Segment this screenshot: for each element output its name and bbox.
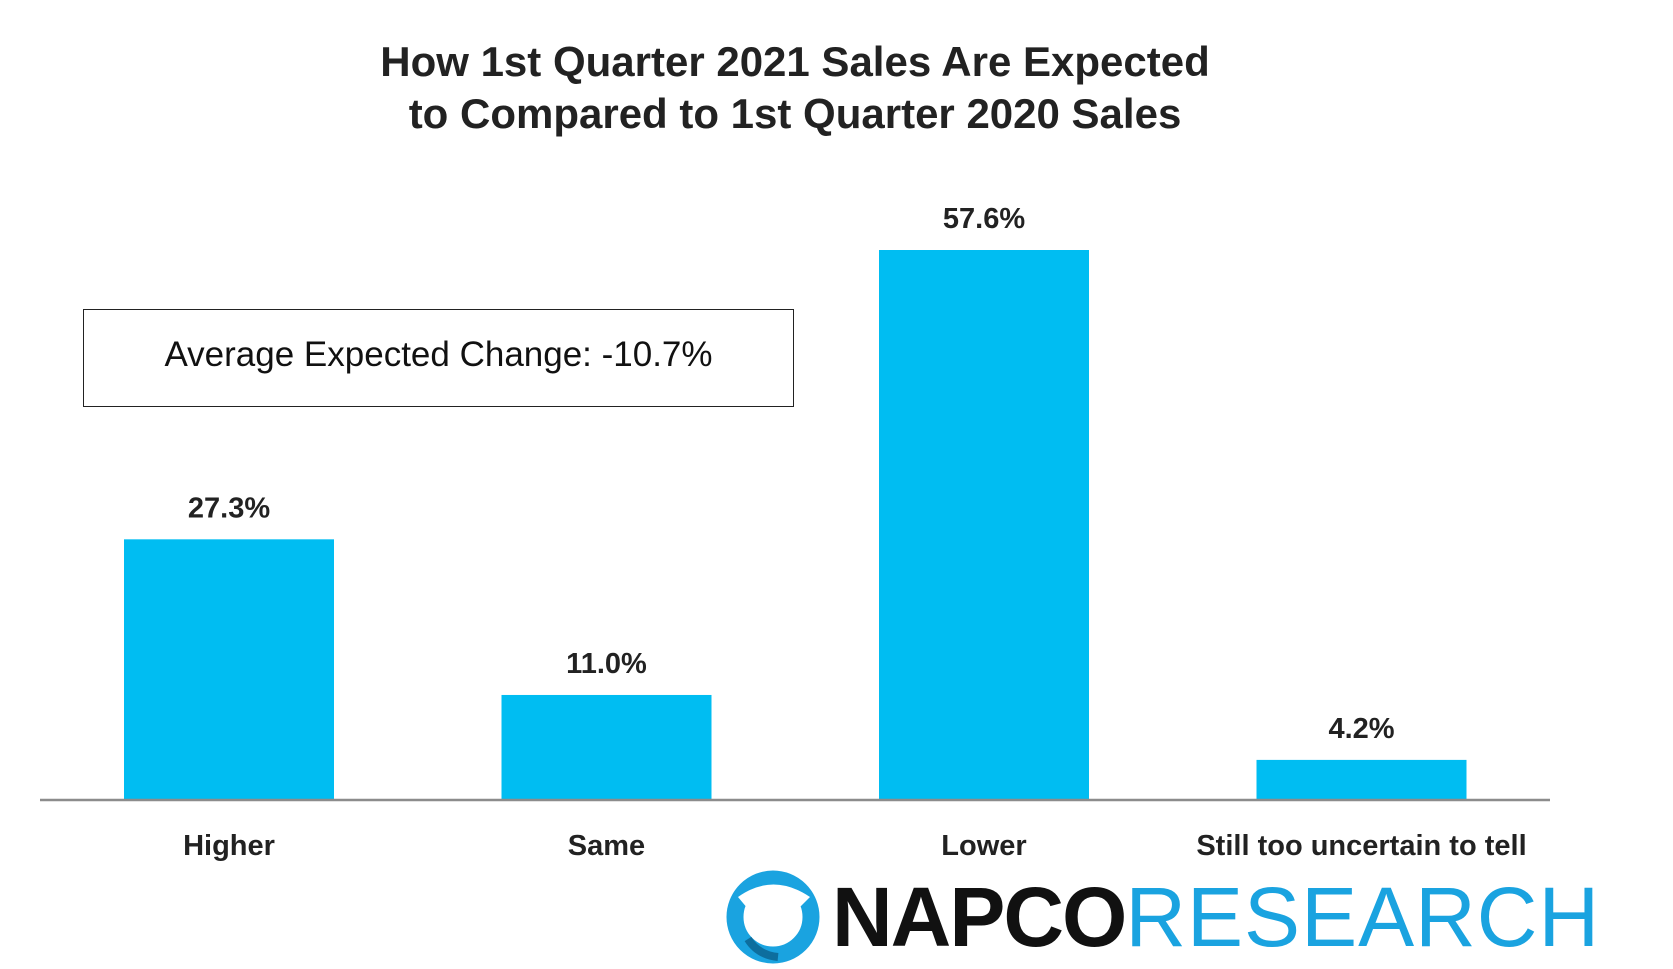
value-label-1: 11.0% [566, 648, 647, 680]
category-label-0: Higher [183, 830, 275, 862]
value-label-2: 57.6% [943, 203, 1025, 235]
bar-3 [1256, 759, 1467, 800]
logo-napco-text: NAPCO [832, 870, 1127, 964]
average-change-box: Average Expected Change: -10.7% [83, 309, 794, 407]
category-label-3: Still too uncertain to tell [1196, 830, 1526, 862]
value-label-0: 27.3% [188, 492, 270, 524]
logo-research-text: RESEARCH [1125, 870, 1601, 964]
category-label-1: Same [568, 830, 645, 862]
chart-title-line-1: How 1st Quarter 2021 Sales Are Expected [380, 38, 1210, 85]
bar-2 [879, 250, 1089, 800]
average-change-text: Average Expected Change: -10.7% [164, 335, 713, 374]
chart-title-line-2: to Compared to 1st Quarter 2020 Sales [408, 90, 1182, 137]
bar-1 [501, 694, 712, 800]
value-label-3: 4.2% [1328, 713, 1394, 745]
category-labels-layer: Higher Same Lower Still too uncertain to te… [183, 830, 1527, 862]
bars-layer [124, 250, 1467, 800]
category-label-2: Lower [941, 830, 1026, 862]
napco-research-logo: NAPCO RESEARCH [718, 867, 1600, 967]
napco-swirl-logo-icon [726, 870, 820, 964]
bar-0 [124, 539, 334, 800]
value-labels-layer: 27.3% 11.0% 57.6% 4.2% [188, 203, 1395, 745]
chart-title: How 1st Quarter 2021 Sales Are Expected … [0, 36, 1590, 140]
